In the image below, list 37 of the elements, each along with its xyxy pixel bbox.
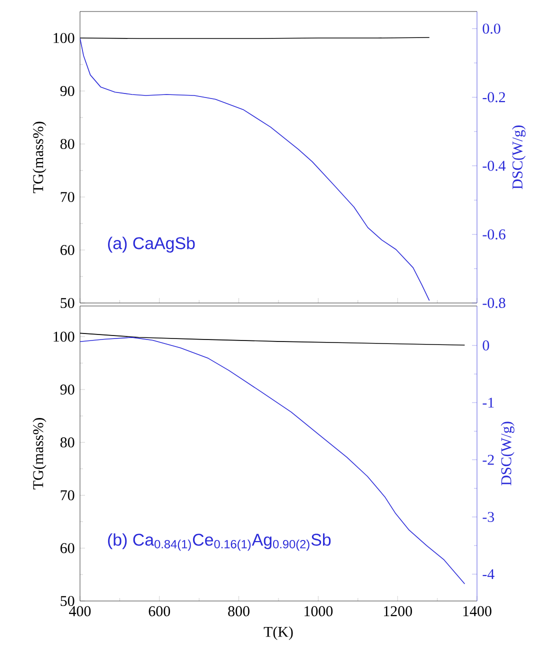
line-series [80,38,430,301]
y-axis-title: TG(mass%) [32,122,46,194]
y-tick-label: 80 [60,138,74,150]
y2-axis-title: DSC(W/g) [512,126,526,190]
y2-tick-label: -1 [482,398,494,408]
x-tick-label: 400 [69,606,91,616]
annotation: (a) CaAgSb [108,236,195,253]
y2-tick-label: 0.0 [482,24,500,34]
y-tick-label: 70 [60,490,74,500]
x-tick-label: 1200 [384,606,412,616]
x-axis-title: T(K) [264,626,293,640]
y-tick-label: 100 [54,32,74,44]
x-tick-label: 600 [148,606,170,616]
y-tick-label: 60 [60,244,74,256]
y2-tick-label: -0.8 [482,298,506,308]
y2-axis-title: DSC(W/g) [500,422,514,486]
y-tick-label: 90 [60,86,74,96]
x-tick-label: 1000 [304,606,333,616]
y2-tick-label: -0.4 [482,160,506,171]
y-tick-label: 50 [60,596,74,606]
y2-tick-label: -0.2 [482,92,506,102]
y2-tick-label: 0 [482,340,490,350]
y-tick-label: 70 [60,192,74,202]
y-tick-label: 80 [60,437,74,448]
y-tick-label: 100 [54,332,74,342]
y-tick-label: 50 [60,298,74,308]
y-axis-title: TG(mass%) [32,418,46,490]
line-series [80,337,466,584]
annotation: (b) Ca$_{0.84(1)}$Ce$_{0.16(1)}$Ag$_{0.90(2)}$Sb [108,533,331,551]
y-tick-label: 60 [60,543,74,554]
y2-tick-label: -3 [482,512,494,522]
y2-tick-label: -4 [482,569,494,580]
y-tick-label: 90 [60,384,74,395]
x-tick-label: 800 [228,606,250,616]
y2-tick-label: -2 [482,454,494,465]
y2-tick-label: -0.6 [482,229,506,240]
x-tick-label: 1400 [463,606,492,616]
